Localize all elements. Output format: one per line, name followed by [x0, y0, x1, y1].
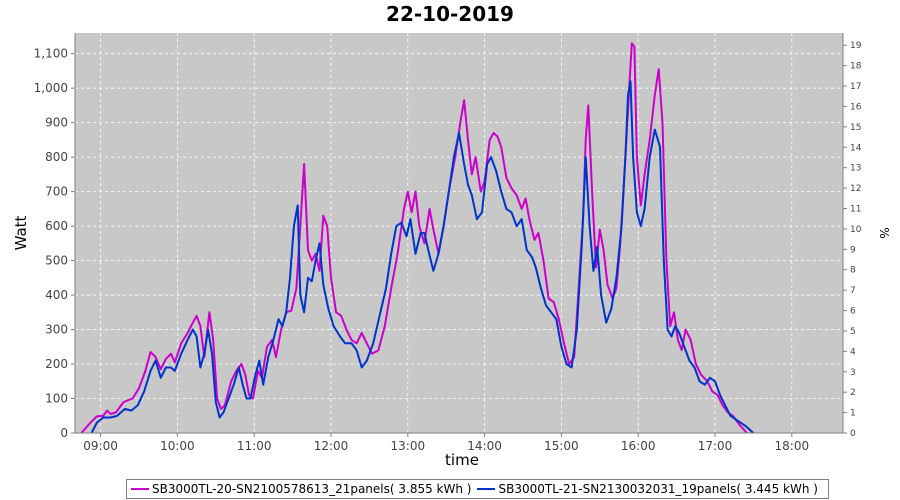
- legend-swatch: [477, 488, 496, 490]
- legend-swatch: [131, 488, 149, 490]
- y-tick-label: 700: [45, 185, 68, 199]
- x-tick-label: 17:00: [698, 439, 733, 453]
- y2-tick-label: 0: [850, 429, 856, 439]
- y2-tick-label: 9: [850, 245, 856, 255]
- y2-tick-label: 12: [850, 184, 861, 194]
- y-tick-label: 800: [45, 150, 68, 164]
- series-line-1: [80, 42, 748, 434]
- y2-tick-label: 2: [850, 388, 856, 398]
- x-tick-label: 12:00: [314, 439, 349, 453]
- y2-tick-label: 8: [850, 266, 856, 276]
- y2-tick-label: 5: [850, 327, 856, 337]
- y-tick-label: 1,100: [34, 47, 68, 61]
- x-tick-label: 18:00: [775, 439, 810, 453]
- x-tick-label: 11:00: [237, 439, 272, 453]
- legend-item-2: SB3000TL-21-SN2130032031_19panels( 3.445…: [477, 482, 818, 496]
- x-axis-label: time: [445, 451, 479, 469]
- y2-tick-label: 16: [850, 102, 862, 112]
- plot-area: [75, 33, 843, 433]
- y2-tick-label: 11: [850, 205, 861, 215]
- y2-tick-label: 3: [850, 368, 856, 378]
- y2-tick-label: 19: [850, 41, 862, 51]
- y2-tick-label: 17: [850, 82, 861, 92]
- y2-tick-label: 14: [850, 143, 862, 153]
- x-tick-label: 09:00: [83, 439, 118, 453]
- legend-item-1: SB3000TL-20-SN2100578613_21panels( 3.855…: [131, 482, 471, 496]
- y2-axis-label: %: [877, 227, 891, 238]
- y2-tick-label: 15: [850, 123, 861, 133]
- y2-tick-label: 7: [850, 286, 856, 296]
- y-tick-label: 400: [45, 288, 68, 302]
- y2-tick-label: 18: [850, 62, 862, 72]
- y-axis-label: Watt: [12, 215, 30, 250]
- y-tick-label: 600: [45, 219, 68, 233]
- y-tick-label: 100: [45, 392, 68, 406]
- y-tick-label: 1,000: [34, 81, 68, 95]
- x-tick-label: 13:00: [391, 439, 426, 453]
- y2-tick-label: 10: [850, 225, 862, 235]
- legend-label: SB3000TL-21-SN2130032031_19panels( 3.445…: [498, 482, 818, 496]
- y2-tick-label: 4: [850, 347, 856, 357]
- series-line-2: [90, 80, 755, 434]
- y2-tick-label: 6: [850, 307, 856, 317]
- y-tick-label: 500: [45, 254, 68, 268]
- y-tick-label: 200: [45, 357, 68, 371]
- x-tick-label: 14:00: [467, 439, 502, 453]
- y2-tick-label: 13: [850, 164, 861, 174]
- y-tick-label: 300: [45, 323, 68, 337]
- y2-tick-label: 1: [850, 409, 856, 419]
- x-tick-label: 16:00: [621, 439, 656, 453]
- legend-label: SB3000TL-20-SN2100578613_21panels( 3.855…: [152, 482, 472, 496]
- chart-title: 22-10-2019: [386, 2, 514, 26]
- x-tick-label: 10:00: [160, 439, 195, 453]
- y-tick-label: 900: [45, 116, 68, 130]
- legend: SB3000TL-20-SN2100578613_21panels( 3.855…: [126, 479, 829, 499]
- y-tick-label: 0: [60, 426, 68, 440]
- x-tick-label: 15:00: [544, 439, 579, 453]
